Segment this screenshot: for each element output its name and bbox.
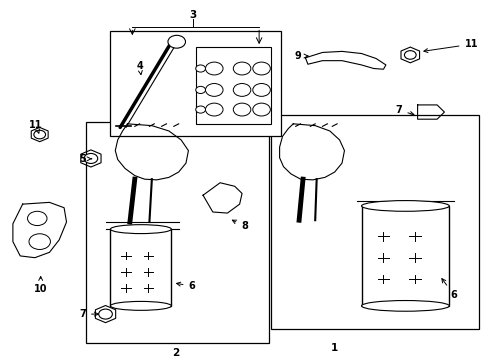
Text: 2: 2 [172, 348, 180, 358]
Text: 7: 7 [395, 105, 413, 115]
Circle shape [195, 106, 205, 113]
Circle shape [167, 35, 185, 48]
Text: 1: 1 [330, 343, 338, 353]
Circle shape [252, 62, 270, 75]
Circle shape [195, 86, 205, 94]
Text: 10: 10 [34, 276, 47, 294]
Text: 3: 3 [189, 10, 197, 20]
Ellipse shape [361, 201, 448, 211]
Circle shape [27, 211, 47, 226]
Text: 6: 6 [441, 279, 457, 300]
Circle shape [195, 65, 205, 72]
Circle shape [404, 51, 415, 59]
Text: 9: 9 [294, 51, 307, 61]
Ellipse shape [361, 301, 448, 311]
Text: 5: 5 [79, 154, 91, 164]
Circle shape [99, 309, 112, 319]
Circle shape [29, 234, 50, 249]
Bar [86, 122, 268, 343]
Text: 7: 7 [79, 309, 98, 319]
Ellipse shape [110, 301, 171, 310]
Circle shape [84, 153, 98, 163]
Circle shape [205, 84, 223, 96]
Circle shape [233, 84, 250, 96]
Circle shape [233, 62, 250, 75]
Text: 6: 6 [176, 281, 195, 291]
Text: 11: 11 [423, 39, 477, 53]
Text: 11: 11 [29, 120, 42, 133]
Bar [195, 47, 271, 124]
Circle shape [205, 62, 223, 75]
Bar [271, 115, 478, 329]
Circle shape [233, 103, 250, 116]
Bar [361, 206, 448, 306]
Ellipse shape [110, 225, 171, 234]
Circle shape [205, 103, 223, 116]
Circle shape [34, 130, 45, 139]
Circle shape [252, 84, 270, 96]
Text: 4: 4 [136, 60, 143, 75]
Text: 8: 8 [232, 220, 247, 231]
Circle shape [252, 103, 270, 116]
Bar [110, 31, 281, 136]
Bar [110, 229, 171, 306]
